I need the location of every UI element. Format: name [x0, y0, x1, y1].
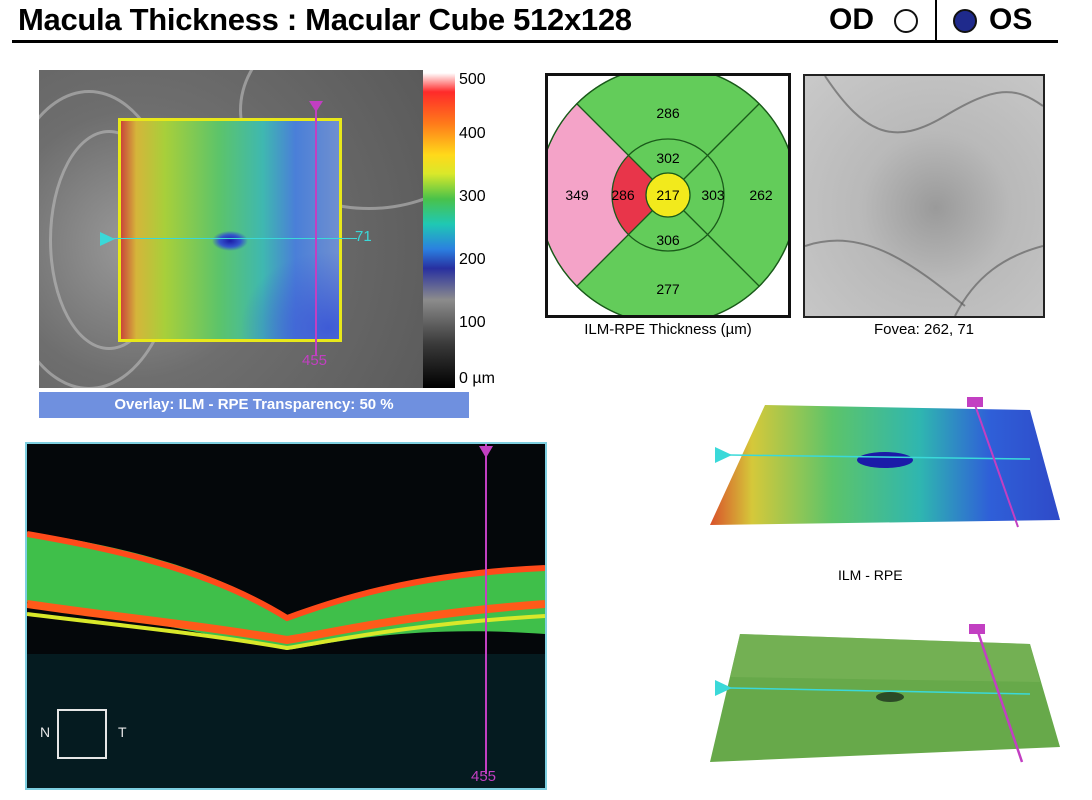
scale-label-100: 100 [459, 314, 486, 331]
vertical-scan-handle-icon[interactable] [309, 101, 323, 112]
oct-bscan[interactable] [25, 442, 547, 790]
etdrs-caption: ILM-RPE Thickness (µm) [584, 321, 752, 338]
bscan-layers [27, 444, 545, 788]
etdrs-outer-temporal: 349 [565, 187, 589, 203]
fovea-vessels [804, 75, 1044, 317]
report-header: Macula Thickness : Macular Cube 512x128 … [0, 0, 1092, 44]
od-label: OD [829, 3, 874, 36]
scale-label-500: 500 [459, 71, 486, 88]
vertical-scan-line[interactable] [315, 108, 317, 356]
thickness-overlay-map[interactable] [118, 118, 342, 342]
scale-label-0: 0 µm [459, 370, 495, 387]
header-rule [12, 40, 1058, 43]
bscan-slice-value: 455 [471, 768, 497, 785]
horizontal-scan-handle-icon[interactable] [100, 232, 115, 246]
horizontal-marker-value: 71 [355, 228, 372, 245]
etdrs-inner-temporal: 286 [611, 187, 635, 203]
orientation-temporal-label: T [118, 724, 127, 740]
eye-divider [935, 0, 937, 40]
scale-label-200: 200 [459, 251, 486, 268]
etdrs-inner-nasal: 303 [701, 187, 725, 203]
vertical-marker-value: 455 [302, 352, 328, 369]
etdrs-inner-inferior: 306 [656, 232, 680, 248]
os-label: OS [989, 3, 1033, 36]
etdrs-grid: 286 302 217 286 303 306 349 262 277 [548, 76, 788, 315]
etdrs-outer-superior: 286 [656, 105, 680, 121]
os-radio[interactable] [953, 9, 977, 33]
fovea-fundus-image[interactable] [803, 74, 1045, 318]
surface-3d-map[interactable] [700, 622, 1070, 772]
etdrs-grid-panel: 286 302 217 286 303 306 349 262 277 [545, 73, 791, 318]
color-scale-bar [423, 73, 455, 388]
fovea-caption: Fovea: 262, 71 [873, 321, 975, 338]
horizontal-scan-line[interactable] [107, 238, 357, 239]
etdrs-outer-nasal: 262 [749, 187, 773, 203]
ilm-rpe-3d-map[interactable] [700, 395, 1070, 545]
ilm-rpe-3d-label: ILM - RPE [838, 567, 903, 583]
page-title: Macula Thickness : Macular Cube 512x128 [18, 2, 632, 37]
scale-label-300: 300 [459, 188, 486, 205]
scale-label-400: 400 [459, 125, 486, 142]
orientation-nasal-label: N [40, 724, 51, 740]
od-radio[interactable] [894, 9, 918, 33]
etdrs-inner-superior: 302 [656, 150, 680, 166]
orientation-box [57, 709, 107, 759]
overlay-settings-bar[interactable]: Overlay: ILM - RPE Transparency: 50 % [39, 392, 469, 418]
etdrs-outer-inferior: 277 [656, 281, 680, 297]
etdrs-center: 217 [656, 187, 680, 203]
